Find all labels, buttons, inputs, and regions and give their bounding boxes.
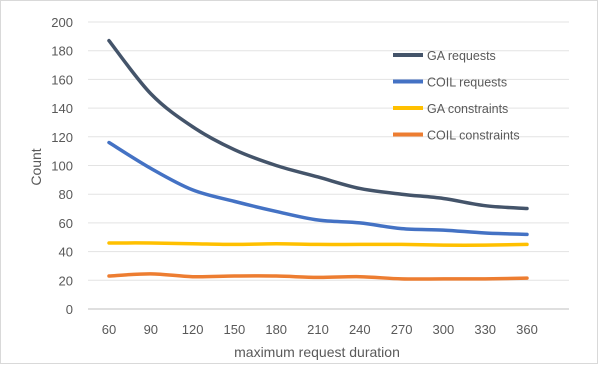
x-tick-labels: 60 90 120 150 180 210 240 270 300 330 360	[102, 322, 538, 337]
series-line-ga-constraints	[107, 241, 529, 247]
y-tick-label: 140	[51, 101, 73, 116]
y-tick-label: 200	[51, 15, 73, 30]
legend-label: GA constraints	[427, 102, 508, 116]
series-line-ga-requests	[107, 38, 529, 211]
series-line-coil-constraints	[107, 272, 529, 281]
y-tick-label: 60	[59, 216, 73, 231]
x-tick-label: 360	[516, 322, 538, 337]
x-tick-label: 150	[224, 322, 246, 337]
y-tick-label: 180	[51, 44, 73, 59]
series-lines	[107, 38, 529, 281]
x-axis-label: maximum request duration	[234, 344, 400, 360]
gridlines	[88, 21, 569, 310]
y-tick-label: 160	[51, 72, 73, 87]
x-tick-label: 90	[144, 322, 158, 337]
x-tick-label: 300	[433, 322, 455, 337]
y-tick-label: 100	[51, 159, 73, 174]
x-tick-label: 120	[182, 322, 204, 337]
y-axis-label: Count	[28, 148, 44, 185]
y-tick-label: 80	[59, 187, 73, 202]
x-tick-label: 180	[265, 322, 287, 337]
legend-label: COIL requests	[427, 76, 507, 90]
y-tick-labels: 0 20 40 60 80 100 120 140 160 180 200	[51, 15, 73, 317]
legend-label: GA requests	[427, 49, 496, 63]
x-tick-label: 210	[307, 322, 329, 337]
legend: GA requests COIL requests GA constraints CO…	[393, 49, 520, 143]
y-tick-label: 120	[51, 130, 73, 145]
y-tick-label: 20	[59, 273, 73, 288]
series-line-coil-requests	[107, 140, 529, 237]
legend-label: COIL constraints	[427, 129, 520, 143]
x-tick-label: 240	[349, 322, 371, 337]
x-tick-label: 270	[391, 322, 413, 337]
y-tick-label: 40	[59, 245, 73, 260]
x-tick-label: 330	[474, 322, 496, 337]
x-tick-label: 60	[102, 322, 116, 337]
y-tick-label: 0	[66, 302, 73, 317]
